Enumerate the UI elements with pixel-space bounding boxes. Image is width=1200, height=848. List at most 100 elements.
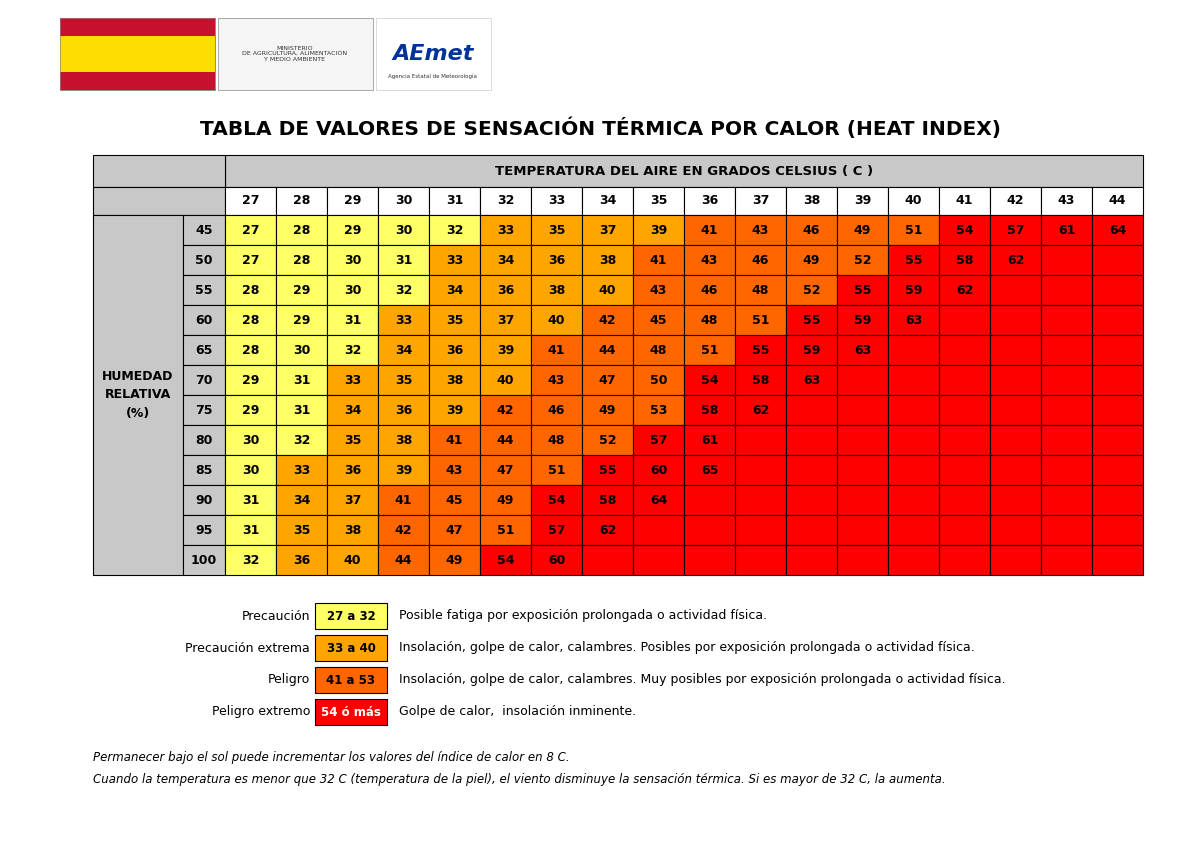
Bar bbox=[684, 187, 734, 215]
Bar bbox=[60, 72, 215, 90]
Text: Agencia Estatal de Meteorología: Agencia Estatal de Meteorología bbox=[389, 73, 478, 79]
Text: 51: 51 bbox=[751, 314, 769, 326]
Bar bbox=[940, 187, 990, 215]
Text: 40: 40 bbox=[343, 554, 361, 566]
Text: Peligro: Peligro bbox=[268, 673, 310, 687]
Text: 80: 80 bbox=[196, 433, 212, 447]
Bar bbox=[376, 18, 491, 90]
Text: 61: 61 bbox=[1058, 224, 1075, 237]
Text: 33: 33 bbox=[497, 224, 514, 237]
Text: 37: 37 bbox=[752, 194, 769, 208]
Bar bbox=[1092, 545, 1142, 575]
Text: Permanecer bajo el sol puede incrementar los valores del índice de calor en 8 C.: Permanecer bajo el sol puede incrementar… bbox=[94, 751, 570, 764]
Bar bbox=[786, 515, 838, 545]
Bar bbox=[182, 545, 226, 575]
Bar bbox=[1092, 485, 1142, 515]
Text: 27: 27 bbox=[241, 254, 259, 266]
Bar bbox=[276, 335, 326, 365]
Text: 42: 42 bbox=[395, 523, 413, 537]
Text: MINISTERIO
DE AGRICULTURA, ALIMENTACIÓN
Y MEDIO AMBIENTE: MINISTERIO DE AGRICULTURA, ALIMENTACIÓN … bbox=[242, 46, 348, 63]
Bar bbox=[530, 515, 582, 545]
Bar bbox=[1092, 275, 1142, 305]
Bar bbox=[378, 275, 430, 305]
Bar bbox=[734, 545, 786, 575]
Bar bbox=[480, 335, 530, 365]
Bar bbox=[218, 18, 373, 90]
Bar bbox=[734, 515, 786, 545]
Bar bbox=[182, 395, 226, 425]
Bar bbox=[480, 305, 530, 335]
Bar bbox=[480, 515, 530, 545]
Text: Precaución: Precaución bbox=[241, 610, 310, 622]
Text: 47: 47 bbox=[497, 464, 515, 477]
Bar bbox=[634, 545, 684, 575]
Bar bbox=[888, 335, 940, 365]
Bar bbox=[226, 335, 276, 365]
Bar bbox=[684, 395, 734, 425]
Text: 46: 46 bbox=[803, 224, 820, 237]
Bar bbox=[94, 187, 226, 215]
Text: 31: 31 bbox=[293, 373, 310, 387]
Bar bbox=[226, 365, 276, 395]
Bar bbox=[684, 215, 734, 245]
Bar bbox=[1092, 365, 1142, 395]
Text: 54: 54 bbox=[497, 554, 515, 566]
Bar bbox=[430, 187, 480, 215]
Bar bbox=[1042, 515, 1092, 545]
Bar bbox=[888, 215, 940, 245]
Bar bbox=[1042, 335, 1092, 365]
Text: 44: 44 bbox=[497, 433, 515, 447]
Bar bbox=[430, 455, 480, 485]
Bar bbox=[182, 515, 226, 545]
Bar bbox=[226, 425, 276, 455]
Bar bbox=[684, 365, 734, 395]
Bar bbox=[634, 305, 684, 335]
Bar bbox=[1042, 545, 1092, 575]
Bar bbox=[990, 305, 1042, 335]
Bar bbox=[1092, 187, 1142, 215]
Bar bbox=[990, 335, 1042, 365]
Bar bbox=[1092, 455, 1142, 485]
Text: 55: 55 bbox=[803, 314, 821, 326]
Bar bbox=[582, 305, 634, 335]
Bar bbox=[326, 545, 378, 575]
Text: 40: 40 bbox=[599, 283, 617, 297]
Text: 44: 44 bbox=[599, 343, 617, 356]
Bar bbox=[530, 275, 582, 305]
Bar bbox=[1042, 215, 1092, 245]
Bar bbox=[430, 215, 480, 245]
Bar bbox=[530, 425, 582, 455]
Text: 33: 33 bbox=[548, 194, 565, 208]
Bar bbox=[940, 425, 990, 455]
Bar bbox=[582, 485, 634, 515]
Text: 38: 38 bbox=[344, 523, 361, 537]
Text: 34: 34 bbox=[344, 404, 361, 416]
Text: Peligro extremo: Peligro extremo bbox=[211, 706, 310, 718]
Bar bbox=[480, 187, 530, 215]
Bar bbox=[94, 215, 182, 575]
Text: 45: 45 bbox=[196, 224, 212, 237]
Bar bbox=[314, 635, 386, 661]
Text: 55: 55 bbox=[751, 343, 769, 356]
Bar bbox=[314, 603, 386, 629]
Bar bbox=[182, 245, 226, 275]
Bar bbox=[314, 699, 386, 725]
Text: 55: 55 bbox=[853, 283, 871, 297]
Bar bbox=[480, 425, 530, 455]
Bar bbox=[480, 455, 530, 485]
Bar bbox=[634, 455, 684, 485]
Bar bbox=[940, 455, 990, 485]
Bar bbox=[530, 335, 582, 365]
Text: 54 ó más: 54 ó más bbox=[322, 706, 380, 718]
Bar bbox=[94, 155, 226, 187]
Text: 29: 29 bbox=[344, 194, 361, 208]
Text: 28: 28 bbox=[242, 283, 259, 297]
Bar bbox=[582, 365, 634, 395]
Bar bbox=[786, 485, 838, 515]
Text: 64: 64 bbox=[650, 494, 667, 506]
Text: 30: 30 bbox=[395, 224, 412, 237]
Text: 33: 33 bbox=[395, 314, 412, 326]
Text: 51: 51 bbox=[497, 523, 515, 537]
Text: 49: 49 bbox=[854, 224, 871, 237]
Bar bbox=[634, 245, 684, 275]
